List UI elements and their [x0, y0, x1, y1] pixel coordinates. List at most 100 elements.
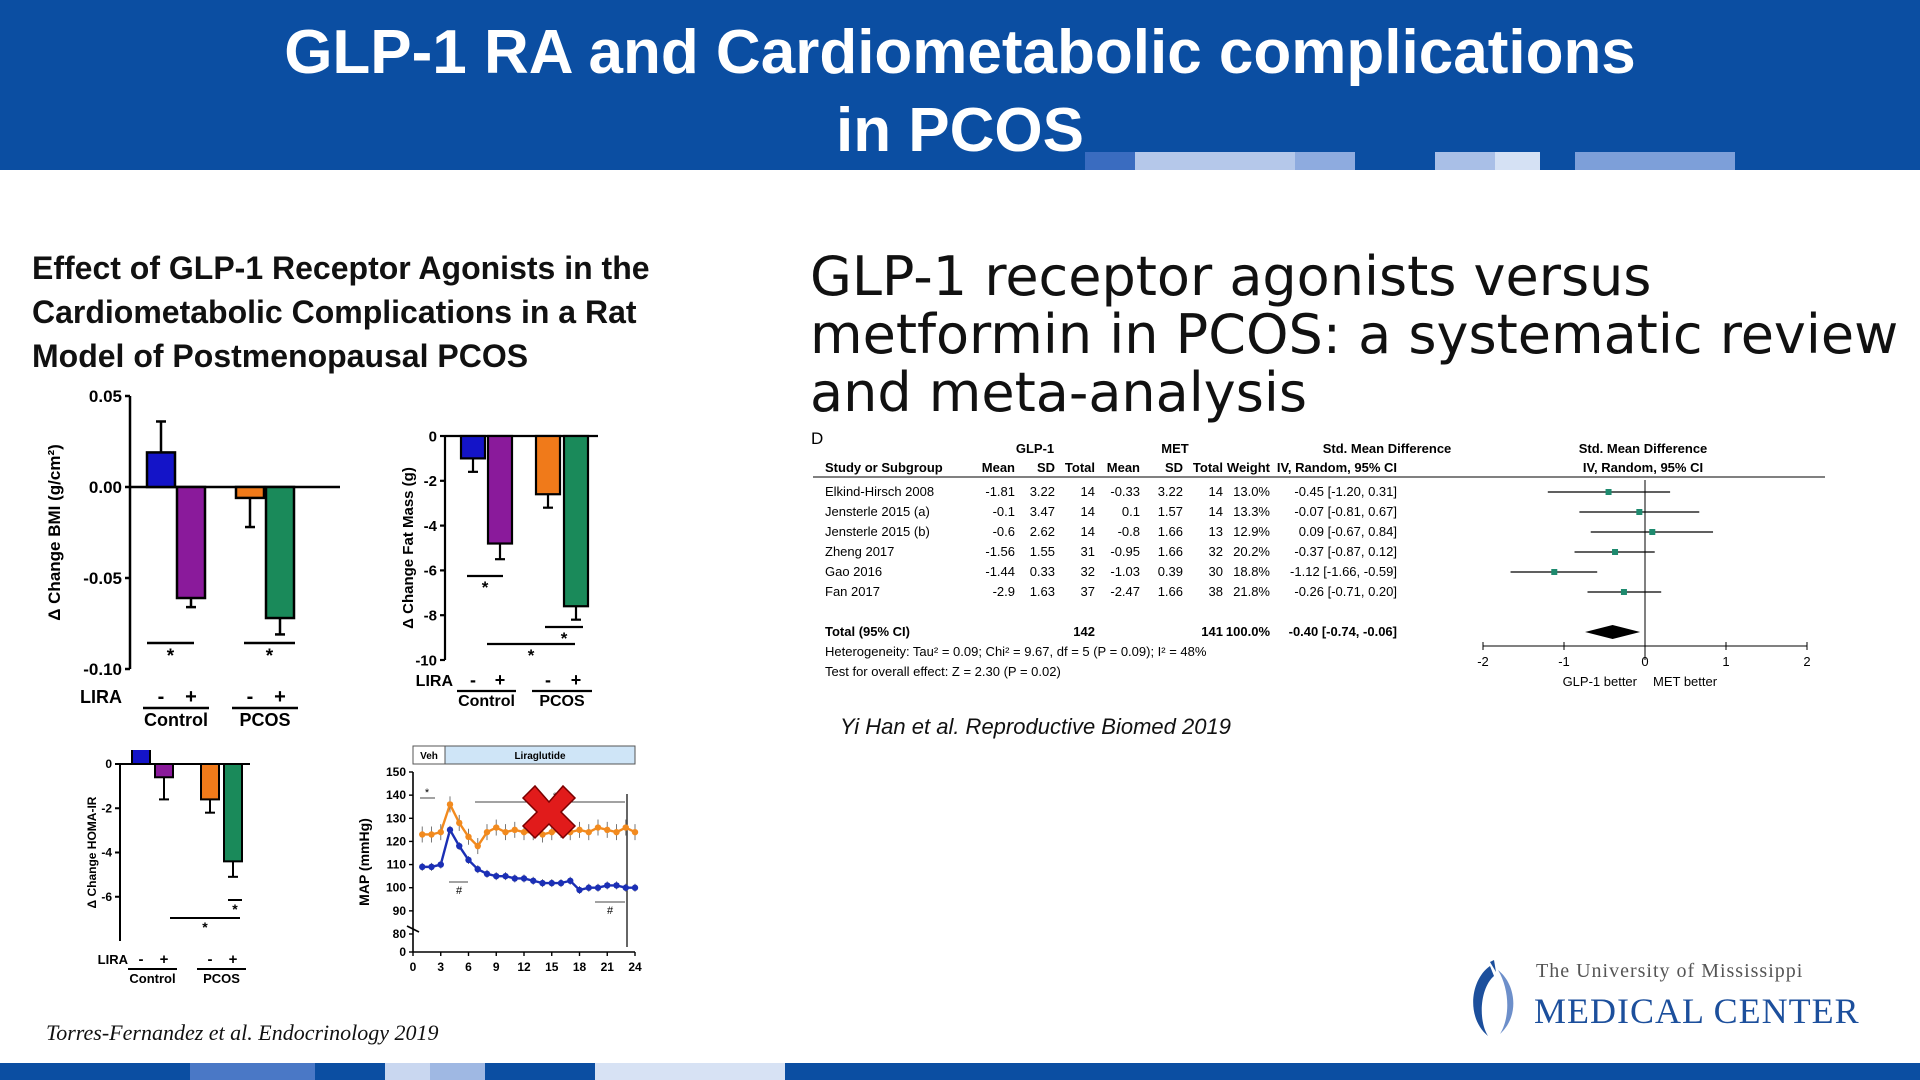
bar: [200, 763, 220, 801]
slide-header: GLP-1 RA and Cardiometabolic complicatio…: [0, 0, 1920, 170]
study-point: [1636, 509, 1643, 515]
data-point: [511, 875, 518, 882]
group-header-smd-plot: Std. Mean Difference: [1579, 441, 1708, 456]
study-value: -1.56: [985, 544, 1015, 559]
y-tick-label: 0.05: [89, 387, 122, 406]
lira-sign-label: -: [139, 951, 144, 968]
total-label: Total (95% CI): [825, 624, 910, 639]
panel-label: D: [811, 429, 823, 448]
study-value: 14: [1081, 524, 1095, 539]
data-point: [502, 828, 509, 836]
y-axis-label: Δ Change HOMA-IR: [85, 796, 99, 908]
y-axis-label: MAP (mmHg): [356, 818, 372, 906]
data-point: [576, 886, 583, 894]
umc-logo: The University of Mississippi MEDICAL CE…: [1460, 960, 1860, 1040]
data-point: [594, 884, 602, 891]
data-point: [576, 826, 583, 834]
data-point: [465, 833, 472, 840]
bar: [154, 763, 174, 779]
study-value: 0.1: [1122, 504, 1140, 519]
column-header: Total: [1065, 460, 1095, 475]
data-point: [548, 828, 555, 836]
slide-title: GLP-1 RA and Cardiometabolic complicatio…: [0, 14, 1920, 170]
study-value: 1.57: [1158, 504, 1183, 519]
study-value: 31: [1081, 544, 1095, 559]
y-tick-label: 120: [386, 834, 406, 848]
group-label: PCOS: [539, 693, 585, 710]
y-tick-label: -4: [101, 846, 112, 860]
x-tick-label: 0: [1641, 654, 1648, 669]
header-accent-strip: [1135, 152, 1295, 170]
study-ci: -1.12 [-1.66, -0.59]: [1290, 564, 1397, 579]
data-point: [613, 882, 620, 889]
y-tick-label: 90: [393, 904, 407, 918]
data-point: [483, 870, 491, 878]
x-tick-label: 15: [545, 960, 559, 974]
lira-sign-label: +: [274, 686, 286, 708]
data-point: [428, 831, 435, 838]
lira-label: LIRA: [416, 673, 454, 690]
study-value: 1.66: [1158, 524, 1183, 539]
data-point: [456, 842, 463, 850]
data-point: [520, 875, 528, 882]
study-value: 3.22: [1030, 484, 1055, 499]
homa-ir-bar-chart: 0-2-4-6Δ Change HOMA-IR- + - +**LIRAControl…: [85, 750, 250, 986]
x-tick-label: 12: [517, 960, 531, 974]
data-point: [493, 824, 500, 831]
study-value: 30: [1209, 564, 1223, 579]
group-header-glp1: GLP-1: [1016, 441, 1054, 456]
significance-label: *: [528, 646, 535, 665]
lira-sign-label: -: [158, 686, 165, 708]
x-tick-label: 0: [410, 960, 417, 974]
study-value: -1.03: [1110, 564, 1140, 579]
study-weight: 12.9%: [1233, 524, 1270, 539]
data-point: [613, 828, 620, 836]
y-tick-label: 0: [429, 428, 437, 445]
x-tick-label: 18: [573, 960, 587, 974]
x-tick-label: 2: [1803, 654, 1810, 669]
total-value: 141: [1201, 624, 1223, 639]
data-point: [474, 842, 481, 850]
bar: [223, 763, 243, 863]
lira-sign-label: -: [208, 951, 213, 968]
data-point: [604, 826, 611, 834]
study-point: [1649, 529, 1656, 535]
x-tick-label: 3: [437, 960, 444, 974]
lira-label: LIRA: [80, 687, 122, 707]
bar: [562, 434, 590, 608]
fat-mass-bar-chart: 0-2-4-6-8-10Δ Change Fat Mass (g)- + - +***…: [400, 428, 598, 710]
study-value: 0.33: [1030, 564, 1055, 579]
group-header-met: MET: [1161, 441, 1189, 456]
study-value: 2.62: [1030, 524, 1055, 539]
column-header: Weight: [1227, 460, 1271, 475]
header-accent-strip: [1575, 152, 1735, 170]
study-value: 14: [1081, 484, 1095, 499]
y-axis-label: Δ Change BMI (g/cm²): [45, 444, 64, 621]
data-point: [530, 877, 537, 884]
column-header: Mean: [982, 460, 1015, 475]
overall-effect-text: Test for overall effect: Z = 2.30 (P = 0…: [825, 664, 1061, 679]
y-tick-label: -0.10: [83, 660, 122, 679]
study-value: 37: [1081, 584, 1095, 599]
lira-sign-label: +: [185, 686, 197, 708]
group-header-smd: Std. Mean Difference: [1323, 441, 1452, 456]
study-value: -0.6: [993, 524, 1015, 539]
bar: [486, 434, 514, 545]
x-tick-label: -2: [1477, 654, 1489, 669]
column-header: IV, Random, 95% CI: [1583, 460, 1703, 475]
group-label: PCOS: [203, 971, 240, 986]
footer-accent-strip: [385, 1063, 430, 1080]
data-point: [585, 828, 592, 836]
axis-break: [406, 925, 420, 933]
data-point: [631, 884, 639, 891]
column-header: Total: [1193, 460, 1223, 475]
study-ci: -0.45 [-1.20, 0.31]: [1294, 484, 1397, 499]
data-point: [419, 831, 426, 838]
y-tick-label: 0: [105, 757, 112, 771]
total-diamond: [1585, 625, 1641, 639]
y-tick-label: -6: [101, 890, 112, 904]
right-study-title: GLP-1 receptor agonists versus metformin…: [810, 245, 1899, 424]
lira-sign-label: -: [247, 686, 254, 708]
study-value: 1.63: [1030, 584, 1055, 599]
significance-label: *: [202, 919, 208, 935]
